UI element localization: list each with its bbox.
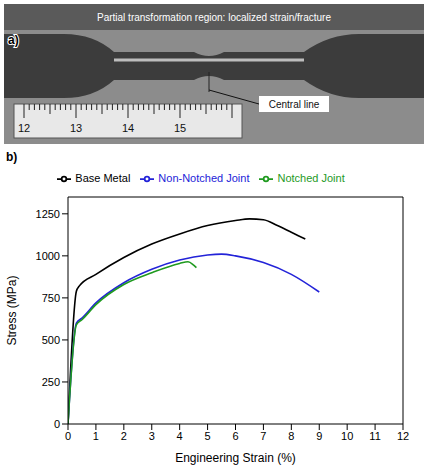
svg-text:12: 12 (397, 430, 409, 442)
svg-text:4: 4 (177, 430, 183, 442)
svg-text:0: 0 (65, 430, 71, 442)
svg-text:1000: 1000 (36, 250, 60, 262)
svg-text:500: 500 (42, 334, 60, 346)
svg-text:6: 6 (232, 430, 238, 442)
svg-text:12: 12 (18, 122, 30, 134)
html-text:Base Metal: Base Metal (75, 172, 131, 184)
svg-text:Engineering Strain (%): Engineering Strain (%) (175, 451, 296, 465)
svg-text:9: 9 (316, 430, 322, 442)
svg-text:Stress (MPa): Stress (MPa) (5, 275, 19, 345)
svg-text:14: 14 (122, 122, 134, 134)
svg-text:1: 1 (93, 430, 99, 442)
svg-text:11: 11 (369, 430, 380, 442)
svg-text:Partial transformation region:: Partial transformation region: localized… (97, 12, 331, 23)
svg-text:Central line: Central line (269, 99, 320, 110)
svg-text:3: 3 (149, 430, 155, 442)
svg-text:7: 7 (260, 430, 266, 442)
html-text:Non-Notched Joint: Non-Notched Joint (158, 172, 250, 184)
svg-text:10: 10 (341, 430, 353, 442)
svg-text:250: 250 (42, 376, 60, 388)
svg-text:1250: 1250 (36, 208, 60, 220)
svg-text:13: 13 (70, 122, 82, 134)
svg-text:0: 0 (54, 418, 60, 430)
svg-text:2: 2 (121, 430, 127, 442)
html-text:Notched Joint: Notched Joint (277, 172, 345, 184)
svg-text:15: 15 (174, 122, 186, 134)
html-text:b): b) (6, 150, 18, 164)
svg-text:750: 750 (42, 292, 60, 304)
svg-text:8: 8 (288, 430, 294, 442)
svg-text:a): a) (8, 33, 19, 47)
svg-text:5: 5 (205, 430, 211, 442)
